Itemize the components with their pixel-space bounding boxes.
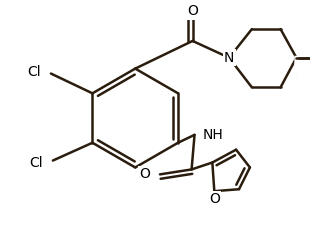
Text: NH: NH [202,128,223,142]
Text: Cl: Cl [29,156,43,169]
Text: O: O [209,192,220,206]
Text: N: N [224,51,234,65]
Text: Cl: Cl [27,65,41,79]
Text: O: O [139,167,150,182]
Text: O: O [187,4,198,18]
